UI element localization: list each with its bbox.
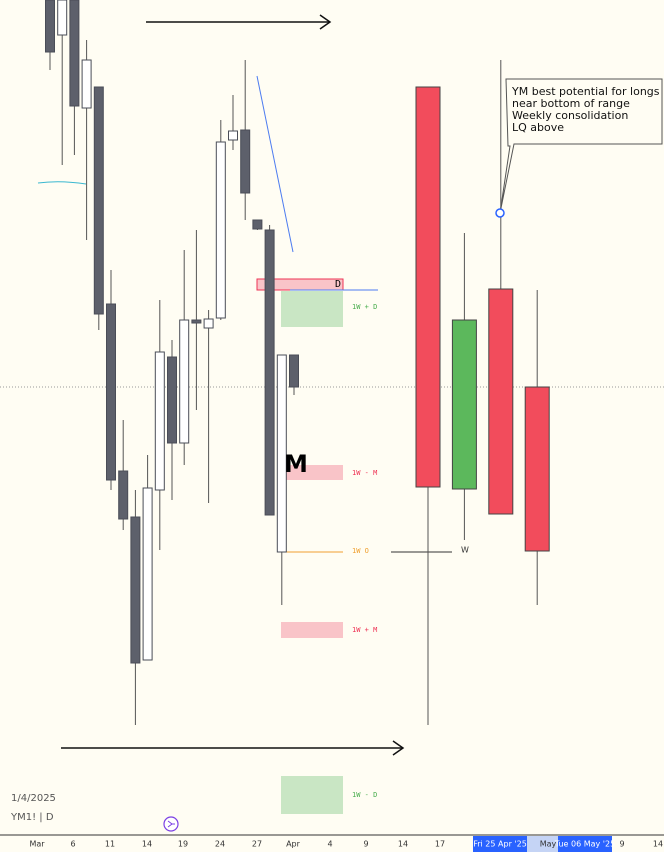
candle-body bbox=[203, 318, 214, 329]
zone-label: 1W - M bbox=[352, 469, 377, 477]
x-tick-label: Mar bbox=[29, 840, 45, 849]
zone-label: 1W + M bbox=[352, 626, 377, 634]
annotation: YM best potential for longs bbox=[511, 85, 660, 98]
candle-body bbox=[415, 86, 441, 488]
x-tick-label: Apr bbox=[286, 840, 301, 849]
candle-body bbox=[142, 487, 153, 661]
candle-body bbox=[264, 229, 275, 516]
candle-body bbox=[179, 319, 190, 444]
candle-body bbox=[69, 0, 80, 107]
annotation: near bottom of range bbox=[512, 97, 630, 110]
x-tick-label: 14 bbox=[398, 840, 408, 849]
axis-highlight bbox=[558, 836, 612, 852]
x-tick-label: 17 bbox=[435, 840, 445, 849]
candle-body bbox=[191, 319, 202, 324]
zone bbox=[281, 776, 343, 814]
callout bbox=[499, 78, 663, 214]
candle-body bbox=[276, 354, 287, 553]
icon bbox=[167, 820, 175, 828]
annotation: LQ above bbox=[512, 121, 564, 134]
zone-label: D bbox=[335, 279, 341, 290]
zone-label: 1W - D bbox=[352, 791, 377, 799]
candle-body bbox=[252, 219, 263, 230]
x-tick-label: May bbox=[540, 840, 557, 849]
candle-body bbox=[57, 0, 68, 36]
x-tick-label: Tue 06 May '25 bbox=[554, 840, 615, 849]
arrow bbox=[319, 14, 332, 30]
curve bbox=[37, 181, 87, 185]
candle-body bbox=[93, 86, 104, 315]
candle-body bbox=[154, 351, 165, 491]
zone bbox=[281, 291, 343, 327]
candle-body bbox=[130, 516, 141, 664]
zone bbox=[281, 465, 343, 480]
x-tick-label: 14 bbox=[653, 840, 663, 849]
candle-body bbox=[289, 354, 299, 388]
symbol-label: YM1! | D bbox=[10, 812, 54, 823]
x-tick-label: 4 bbox=[327, 840, 332, 849]
candle-body bbox=[215, 141, 226, 319]
axis-range bbox=[525, 836, 558, 852]
axis-highlight bbox=[473, 836, 527, 852]
arrow bbox=[392, 740, 405, 756]
candle-body bbox=[106, 303, 116, 481]
callout-anchor bbox=[495, 208, 505, 218]
candle-body bbox=[240, 129, 251, 194]
candle-body bbox=[118, 470, 129, 520]
x-tick-label: 9 bbox=[619, 840, 624, 849]
x-tick-label: 9 bbox=[363, 840, 368, 849]
x-tick-label: 27 bbox=[252, 840, 262, 849]
candle-body bbox=[45, 0, 55, 53]
candle-body bbox=[81, 59, 92, 109]
marker: W bbox=[461, 546, 469, 555]
candle-body bbox=[167, 356, 177, 444]
date-label: 1/4/2025 bbox=[11, 793, 56, 804]
trend-line bbox=[256, 75, 294, 253]
marker: M bbox=[284, 450, 308, 478]
zone-label: 1W + D bbox=[352, 303, 377, 311]
x-tick-label: 11 bbox=[105, 840, 115, 849]
x-tick-label: 24 bbox=[215, 840, 225, 849]
zone bbox=[281, 622, 343, 638]
x-tick-label: 14 bbox=[142, 840, 152, 849]
zone-label: 1W O bbox=[352, 547, 369, 555]
candle-body bbox=[228, 130, 238, 141]
annotation: Weekly consolidation bbox=[512, 109, 628, 122]
candle-body bbox=[488, 288, 514, 515]
x-tick-label: 6 bbox=[70, 840, 75, 849]
x-tick-label: Fri 25 Apr '25 bbox=[473, 840, 527, 849]
x-tick-label: 19 bbox=[178, 840, 188, 849]
candle-body bbox=[451, 319, 477, 490]
candle-body bbox=[524, 386, 550, 552]
